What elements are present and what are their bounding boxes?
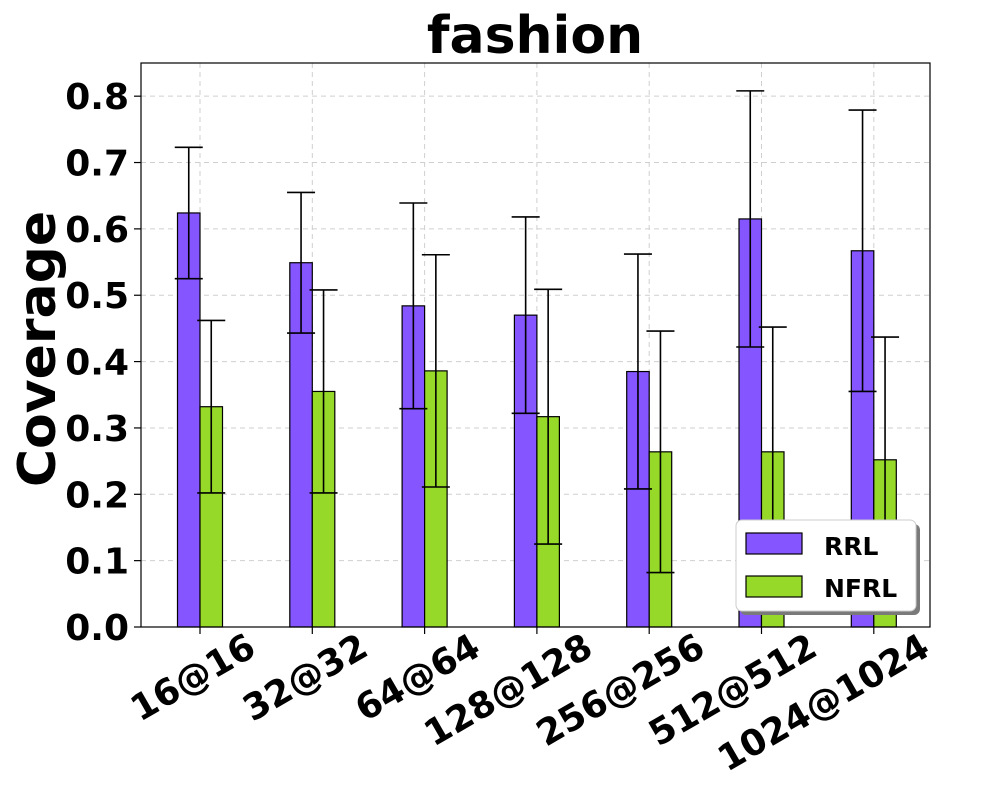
y-tick-label: 0.4	[65, 343, 129, 384]
plot-frame	[140, 62, 931, 628]
y-tick-label: 0.0	[65, 608, 129, 649]
y-tick-label: 0.8	[65, 77, 129, 118]
error-bar-rrl-256-256	[623, 253, 652, 490]
y-tick-label: 0.3	[65, 409, 129, 450]
error-bar-rrl-16-16	[174, 146, 203, 280]
error-bar-rrl-32-32	[287, 191, 316, 334]
error-bar-nfrl-128-128	[534, 288, 563, 545]
error-bar-nfrl-64-64	[421, 253, 450, 488]
legend-swatch-rrl	[745, 532, 803, 555]
legend-label-rrl: RRL	[824, 532, 879, 561]
error-bar-rrl-64-64	[399, 202, 428, 410]
error-bar-nfrl-32-32	[309, 289, 338, 494]
legend: RRL NFRL	[735, 519, 920, 615]
error-bar-rrl-512-512	[736, 90, 765, 348]
error-bar-rrl-1024-1024	[848, 109, 877, 393]
error-bar-nfrl-256-256	[646, 330, 675, 574]
y-axis: 0.0 0.1 0.2 0.3 0.4 0.5 0.6 0.7 0.8	[65, 77, 141, 649]
legend-label-nfrl: NFRL	[824, 574, 897, 603]
y-tick-label: 0.5	[65, 276, 129, 317]
error-bar-nfrl-16-16	[197, 319, 226, 494]
y-axis-label: Coverage	[8, 211, 68, 487]
y-tick-label: 0.2	[65, 475, 129, 516]
error-bar-rrl-128-128	[511, 216, 540, 415]
y-tick-label: 0.6	[65, 210, 129, 251]
chart-title: fashion	[427, 6, 643, 66]
y-tick-label: 0.7	[65, 144, 129, 185]
legend-swatch-nfrl	[745, 575, 803, 598]
y-tick-label: 0.1	[65, 542, 129, 583]
